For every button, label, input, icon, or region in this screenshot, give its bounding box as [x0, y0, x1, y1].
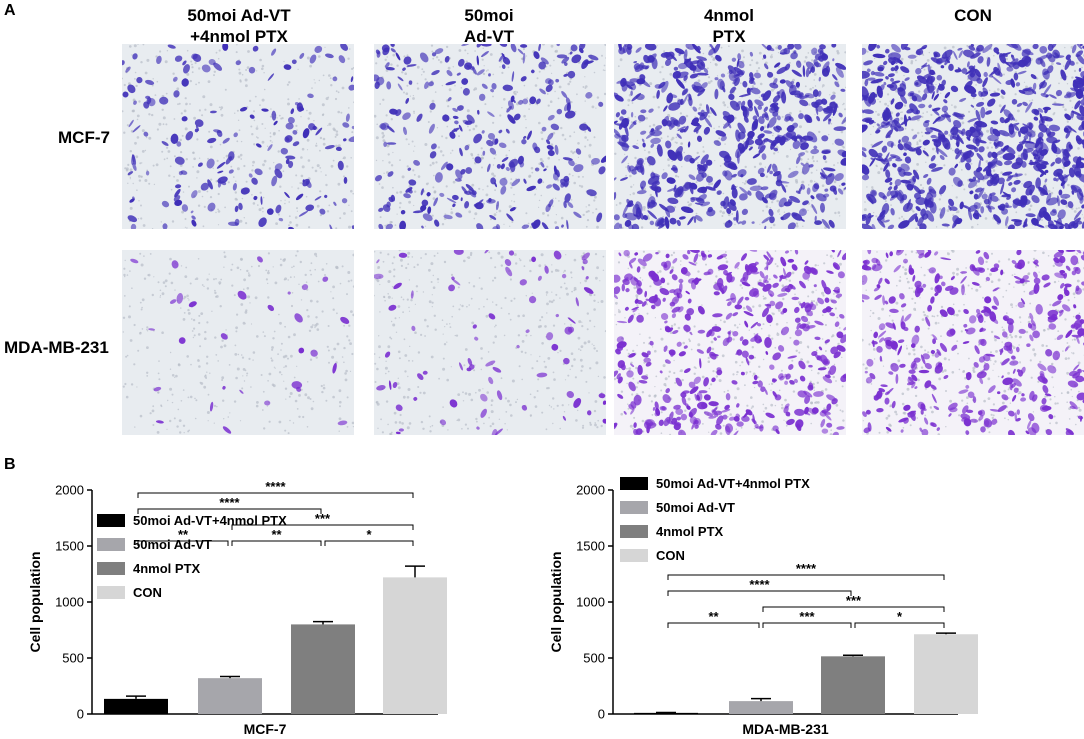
column-header-ptx: 4nmol PTX: [609, 5, 849, 47]
chart2-ytick-label-3: 1500: [576, 539, 605, 554]
chart1-sig-bracket-4: [231, 540, 322, 546]
chart1-sig-bracket-3: [137, 540, 229, 546]
chart1-ytick-label-0: 0: [77, 707, 84, 722]
chart2-sig-label-2: ***: [846, 593, 862, 608]
chart2-ytick-label-4: 2000: [576, 483, 605, 498]
column-header-con-line2: CON: [954, 6, 992, 25]
column-header-ptx-line1: 4nmol: [703, 6, 755, 25]
panel-b-letter: B: [4, 456, 16, 473]
chart2-legend-swatch-1: [620, 501, 648, 514]
chart1-legend-swatch-0: [97, 514, 125, 527]
column-header-advt: 50moi Ad-VT: [369, 5, 609, 47]
chart2-bar-1: [729, 701, 793, 714]
chart2-sig-label-5: *: [897, 609, 903, 624]
column-header-advt-line1: 50moi: [464, 6, 514, 25]
chart2-ytick-label-1: 500: [583, 651, 605, 666]
chart1-legend-swatch-2: [97, 562, 125, 575]
micrograph-mda-con: [862, 250, 1084, 435]
chart2-legend-swatch-2: [620, 525, 648, 538]
chart1-ytick-label-3: 1500: [55, 539, 84, 554]
chart1-sig-bracket-0: [137, 492, 414, 498]
chart2-bar-2: [821, 656, 885, 714]
chart2-legend-swatch-3: [620, 549, 648, 562]
chart2-bar-0: [634, 712, 698, 714]
chart2-sig-bracket-4: [762, 622, 852, 628]
micrograph-mda-advt: [374, 250, 606, 435]
chart1-sig-bracket-5: [324, 540, 414, 546]
chart2-sig-label-4: ***: [799, 609, 815, 624]
chart2-legend-swatch-0: [620, 477, 648, 490]
micrograph-mda-combo: [122, 250, 354, 435]
column-header-combo-line1: 50moi Ad-VT: [187, 6, 291, 25]
column-header-advt-line2: Ad-VT: [463, 27, 515, 46]
column-header-combo-line2: +4nmol PTX: [190, 27, 288, 46]
chart1-legend-swatch-1: [97, 538, 125, 551]
chart1-sig-bracket-1: [137, 508, 322, 514]
chart2-sig-bracket-1: [667, 590, 852, 596]
chart1-sig-label-0: ****: [265, 479, 286, 494]
chart2-legend-item-1: 50moi Ad-VT: [656, 500, 735, 515]
chart1-sig-label-3: **: [178, 527, 189, 542]
chart1-sig-bracket-2: [231, 524, 414, 530]
chart2-legend-item-2: 4nmol PTX: [656, 524, 724, 539]
micrograph-mcf7-combo: [122, 44, 354, 229]
chart1-ytick-label-1: 500: [62, 651, 84, 666]
chart1-ylabel: Cell population: [27, 551, 43, 652]
chart2-ylabel: Cell population: [548, 551, 564, 652]
chart1-sig-label-2: ***: [315, 511, 331, 526]
chart1-legend-swatch-3: [97, 586, 125, 599]
micrograph-mcf7-ptx: [614, 44, 846, 229]
chart2-xlabel: MDA-MB-231: [742, 721, 829, 737]
chart1-sig-label-5: *: [366, 527, 372, 542]
chart1-legend-item-1: 50moi Ad-VT: [133, 537, 212, 552]
micrograph-mda-ptx: [614, 250, 846, 435]
chart2-ytick-label-2: 1000: [576, 595, 605, 610]
chart2-ytick-label-0: 0: [598, 707, 605, 722]
chart1-bar-0: [104, 698, 168, 714]
chart2-legend-item-0: 50moi Ad-VT+4nmol PTX: [656, 476, 810, 491]
chart2-sig-bracket-2: [762, 606, 945, 612]
chart1-bar-2: [291, 624, 355, 714]
chart2-sig-bracket-5: [854, 622, 945, 628]
chart1-legend-item-3: CON: [133, 585, 162, 600]
micrograph-mcf7-con: [862, 44, 1084, 229]
panel-a-letter: A: [4, 2, 16, 19]
column-header-ptx-line2: PTX: [712, 27, 746, 46]
chart1-ytick-label-2: 1000: [55, 595, 84, 610]
chart1-bar-1: [198, 678, 262, 714]
chart2-bar-3: [914, 634, 978, 714]
chart2-legend-item-3: CON: [656, 548, 685, 563]
row-label-mcf7: MCF-7: [58, 128, 110, 147]
chart2-sig-label-0: ****: [796, 561, 817, 576]
chart1-legend-item-2: 4nmol PTX: [133, 561, 201, 576]
chart1-sig-label-1: ****: [219, 495, 240, 510]
chart1-legend-item-0: 50moi Ad-VT+4nmol PTX: [133, 513, 287, 528]
column-header-con: CON: [853, 5, 1084, 26]
chart1-bar-3: [383, 577, 447, 714]
chart1-xlabel: MCF-7: [244, 721, 287, 737]
column-header-combo: 50moi Ad-VT +4nmol PTX: [119, 5, 359, 47]
chart2-sig-bracket-3: [667, 622, 760, 628]
chart1-sig-label-4: **: [271, 527, 282, 542]
chart1-ytick-label-4: 2000: [55, 483, 84, 498]
row-label-mda: MDA-MB-231: [4, 338, 109, 357]
chart2-sig-label-3: **: [708, 609, 719, 624]
bar-charts: 0 500 1000 1500 2000 Cell population MCF-7 50mo…: [27, 476, 978, 737]
micrograph-mcf7-advt: [374, 44, 606, 229]
chart2-sig-bracket-0: [667, 574, 945, 580]
chart2-sig-label-1: ****: [749, 577, 770, 592]
